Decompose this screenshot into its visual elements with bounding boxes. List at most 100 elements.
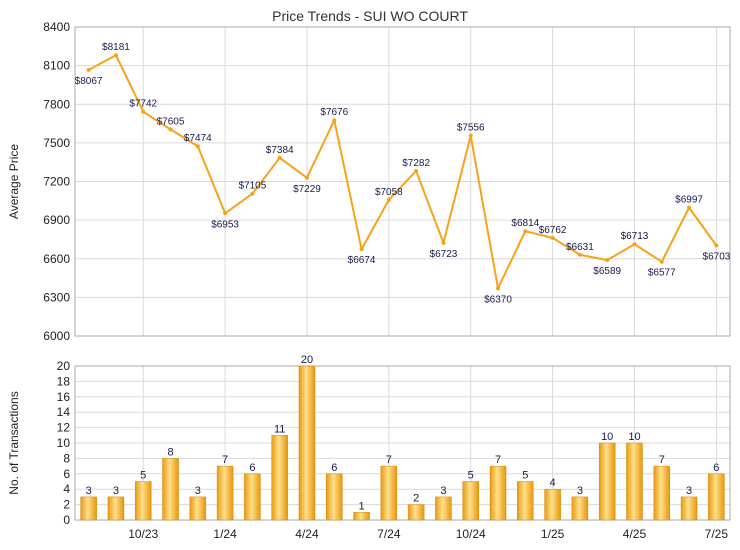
price-data-label: $6723 (430, 249, 458, 260)
transaction-bar (626, 442, 643, 521)
price-series-line (88, 54, 718, 290)
transaction-bar-label: 3 (113, 485, 119, 497)
price-data-label: $7384 (266, 145, 294, 156)
transaction-bar (189, 496, 207, 521)
transactions-y-tick-label: 12 (57, 421, 71, 435)
price-data-label: $7105 (238, 181, 266, 192)
transaction-bar-label: 7 (659, 454, 665, 466)
transaction-bar-label: 10 (601, 431, 613, 443)
transactions-y-tick-label: 2 (63, 498, 70, 512)
price-data-label: $6762 (539, 225, 567, 236)
price-point (168, 127, 173, 132)
price-data-label: $6713 (621, 231, 649, 242)
transactions-x-tick-label: 10/24 (456, 527, 486, 541)
price-y-axis-label: Average Price (7, 144, 21, 219)
transaction-bar (407, 504, 425, 521)
price-data-label: $6631 (566, 242, 594, 253)
transaction-bar (244, 473, 261, 521)
transaction-bar (353, 512, 370, 521)
price-data-label: $7676 (320, 107, 348, 118)
price-point (141, 109, 146, 114)
price-point (332, 118, 337, 123)
price-data-label: $6589 (593, 266, 621, 277)
transaction-bar-label: 3 (195, 485, 201, 497)
transaction-bar-label: 6 (713, 462, 719, 474)
transactions-y-tick-label: 14 (57, 405, 71, 419)
transactions-y-tick-label: 10 (57, 436, 71, 450)
price-y-tick-label: 6300 (43, 290, 70, 304)
price-point (468, 133, 473, 138)
transaction-bar (380, 465, 398, 521)
transaction-bar-label: 5 (140, 470, 146, 482)
price-data-label: $7474 (184, 133, 212, 144)
transactions-y-tick-label: 6 (63, 467, 70, 481)
transaction-bar-label: 3 (86, 485, 92, 497)
price-y-tick-label: 6900 (43, 213, 70, 227)
transaction-bar (517, 481, 534, 521)
price-y-tick-label: 7200 (43, 175, 70, 189)
transaction-bar (544, 488, 561, 521)
transaction-bar-label: 5 (522, 470, 528, 482)
price-point (550, 235, 555, 240)
price-point (359, 247, 364, 252)
transaction-bar (80, 496, 97, 521)
price-point (277, 155, 282, 160)
transactions-x-tick-label: 4/25 (623, 527, 647, 541)
price-data-label: $8067 (75, 76, 103, 87)
transactions-y-tick-label: 8 (63, 451, 70, 465)
price-data-label: $6674 (348, 255, 376, 266)
price-data-label: $6370 (484, 294, 512, 305)
transactions-y-axis-label: No. of Transactions (7, 391, 21, 494)
price-point (687, 205, 692, 210)
transaction-bar-label: 8 (167, 446, 173, 458)
transaction-bar-label: 3 (686, 485, 692, 497)
transactions-x-tick-label: 1/24 (213, 527, 237, 541)
transaction-bar-label: 4 (550, 477, 556, 489)
transaction-bar (435, 496, 452, 521)
price-data-label: $8181 (102, 42, 130, 53)
transactions-y-tick-label: 0 (63, 513, 70, 527)
price-data-label: $7058 (375, 187, 403, 198)
price-point (632, 242, 637, 247)
price-data-label: $7742 (129, 99, 157, 110)
price-point (714, 243, 719, 248)
price-point (86, 67, 91, 72)
transactions-y-tick-label: 4 (63, 482, 70, 496)
transactions-x-tick-label: 10/23 (128, 527, 158, 541)
price-point (223, 211, 228, 216)
price-data-label: $7556 (457, 123, 485, 134)
transactions-y-tick-label: 18 (57, 374, 71, 388)
price-point (577, 252, 582, 257)
price-y-tick-label: 8400 (43, 20, 70, 34)
transaction-bar (462, 481, 479, 521)
transaction-bar-label: 11 (274, 423, 285, 435)
transaction-bar-label: 1 (359, 500, 365, 512)
transaction-bar (680, 496, 698, 521)
price-y-tick-label: 7800 (43, 97, 70, 111)
transaction-bar (598, 442, 616, 521)
transaction-bar (216, 465, 234, 521)
price-point (605, 258, 610, 263)
transactions-x-tick-label: 1/25 (541, 527, 565, 541)
price-data-label: $6814 (511, 218, 539, 229)
transaction-bar (489, 465, 507, 521)
transaction-bar-label: 7 (222, 454, 228, 466)
price-point (414, 168, 419, 173)
chart-title: Price Trends - SUI WO COURT (272, 8, 468, 24)
price-data-label: $7605 (157, 116, 185, 127)
price-point (386, 197, 391, 202)
price-y-tick-label: 7500 (43, 136, 70, 150)
price-data-label: $7229 (293, 184, 321, 195)
price-data-label: $7282 (402, 158, 430, 169)
price-point (195, 144, 200, 149)
price-y-tick-label: 6600 (43, 252, 70, 266)
transactions-y-tick-label: 20 (57, 359, 71, 373)
transaction-bar-label: 6 (249, 462, 255, 474)
transaction-bar-label: 20 (301, 354, 313, 366)
price-data-label: $6953 (211, 219, 239, 230)
price-point (250, 191, 255, 196)
transaction-bar (326, 473, 343, 521)
transaction-bar-label: 5 (468, 470, 474, 482)
